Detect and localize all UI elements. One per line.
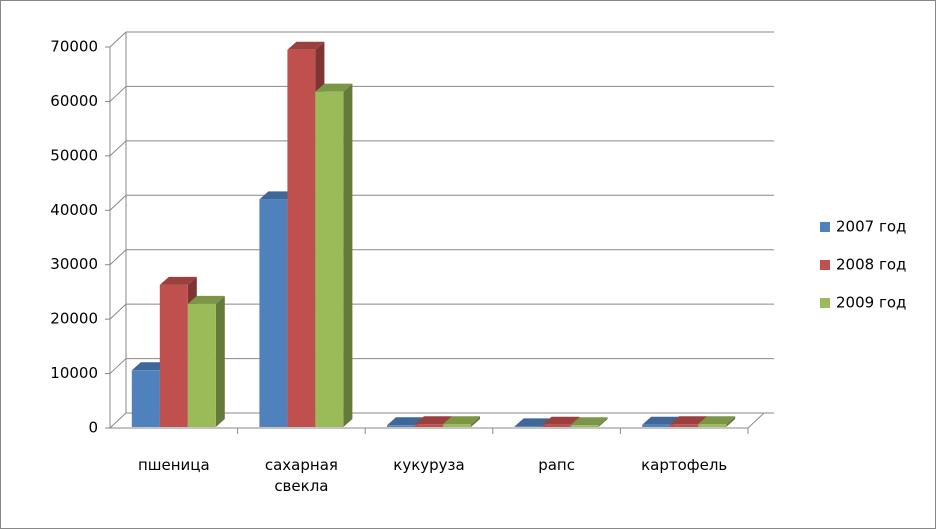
x-tick-label: картофель xyxy=(641,456,728,474)
bar-top xyxy=(670,416,708,425)
left-wall-line xyxy=(109,194,127,211)
bar-top xyxy=(514,418,552,427)
bar-top xyxy=(315,83,353,92)
left-wall-line xyxy=(109,140,127,157)
bar xyxy=(187,303,216,427)
bar-side xyxy=(598,417,608,427)
bar-top xyxy=(542,416,580,425)
x-tick-label: рапс xyxy=(538,456,575,474)
bar-top xyxy=(443,416,480,425)
bar xyxy=(315,91,344,427)
bar-top xyxy=(131,362,169,371)
bar xyxy=(131,370,160,427)
bar-side xyxy=(215,295,225,427)
bar-side xyxy=(343,83,353,427)
left-wall-line xyxy=(109,31,127,48)
y-tick-label: 50000 xyxy=(50,146,98,164)
bar xyxy=(159,284,188,427)
bar xyxy=(259,199,288,427)
bar-top xyxy=(415,416,452,425)
bar xyxy=(570,425,599,427)
y-tick-label: 70000 xyxy=(50,38,98,56)
legend-swatch xyxy=(820,222,830,232)
bar xyxy=(514,426,543,427)
bar-top xyxy=(259,191,297,200)
bar xyxy=(642,424,671,427)
bar-top xyxy=(570,417,608,426)
bar-side xyxy=(726,416,736,427)
bar xyxy=(542,424,571,427)
floor-right xyxy=(747,412,765,429)
legend-label: 2009 год xyxy=(836,294,906,312)
legend-label: 2008 год xyxy=(836,256,906,274)
left-wall-line xyxy=(109,412,127,429)
y-tick-label: 40000 xyxy=(50,201,98,219)
bar xyxy=(443,424,471,427)
y-tick-label: 30000 xyxy=(50,255,98,273)
bar xyxy=(698,424,727,427)
bar xyxy=(670,424,699,427)
y-tick-label: 0 xyxy=(88,419,98,437)
legend-swatch xyxy=(820,260,830,270)
bar-top xyxy=(698,416,736,425)
bar xyxy=(387,425,415,427)
bar-top xyxy=(159,276,197,285)
y-tick-label: 60000 xyxy=(50,92,98,110)
bar-side xyxy=(471,416,480,427)
bar-top xyxy=(287,41,325,50)
y-tick-label: 20000 xyxy=(50,310,98,328)
bar xyxy=(415,424,443,427)
legend-label: 2007 год xyxy=(836,218,906,236)
left-wall-line xyxy=(109,358,127,374)
bar-top xyxy=(387,417,424,426)
legend-swatch xyxy=(820,298,830,308)
bar-top xyxy=(642,416,680,425)
y-tick-label: 10000 xyxy=(50,364,98,382)
x-tick-label: сахарная свекла xyxy=(264,456,338,495)
left-wall-line xyxy=(109,303,127,320)
x-tick-label: пшеница xyxy=(137,456,210,474)
x-tick-label: кукуруза xyxy=(393,456,465,474)
left-wall-line xyxy=(109,249,127,266)
bar-top xyxy=(187,295,225,304)
left-wall-line xyxy=(109,86,127,102)
bar xyxy=(287,49,316,427)
